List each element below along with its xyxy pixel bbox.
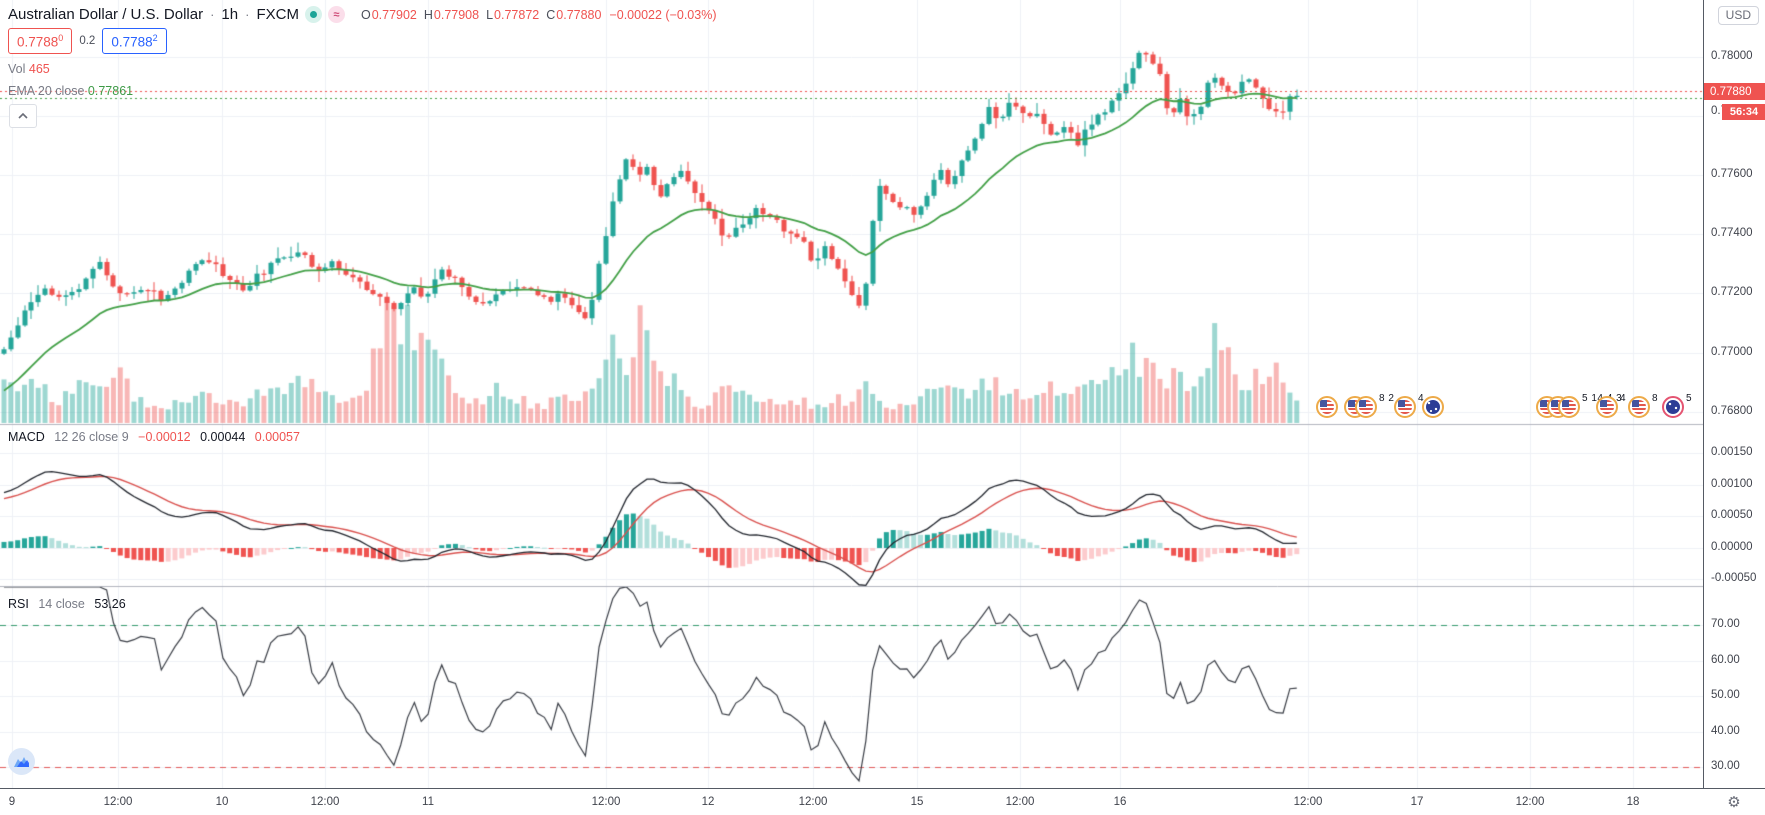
- macd-tick: 0.00100: [1711, 478, 1753, 490]
- time-tick: 12:00: [103, 796, 133, 808]
- time-tick: 18: [1626, 796, 1640, 808]
- price-tick: 0.77400: [1711, 227, 1753, 239]
- volume-label: Vol: [8, 62, 26, 76]
- au-red-flag-icon: [1662, 396, 1684, 418]
- time-tick: 12:00: [798, 796, 828, 808]
- price-tick: 0.76800: [1711, 405, 1753, 417]
- macd-signal-value: 0.00057: [254, 430, 300, 444]
- time-tick: 11: [422, 796, 434, 808]
- ema-row[interactable]: EMA 20 close 0.77861: [8, 84, 133, 98]
- volume-row[interactable]: Vol 465: [8, 62, 50, 76]
- time-tick: 12:00: [1515, 796, 1545, 808]
- economic-event-marker[interactable]: 5: [1662, 393, 1693, 418]
- area-chart-icon: [14, 757, 29, 767]
- interval-label[interactable]: 1h: [221, 6, 239, 23]
- economic-event-marker[interactable]: 8 2: [1344, 393, 1395, 418]
- us-flag-icon: [1628, 396, 1650, 418]
- ema-value: 0.77861: [87, 84, 134, 98]
- macd-params: 12 26 close 9: [54, 430, 129, 444]
- price-tick: 0.77200: [1711, 286, 1753, 298]
- time-tick: 17: [1410, 796, 1424, 808]
- time-tick: 12:00: [1005, 796, 1035, 808]
- macd-tick: 0.00050: [1711, 509, 1753, 521]
- rsi-title: RSI: [8, 597, 29, 611]
- event-count-label: 8 2: [1379, 393, 1395, 404]
- last-price-tag: 0.77880: [1704, 83, 1765, 100]
- economic-event-marker[interactable]: 4: [1394, 393, 1425, 418]
- macd-tick: -0.00050: [1711, 572, 1757, 584]
- rsi-tick: 70.00: [1711, 618, 1740, 630]
- rsi-tick: 60.00: [1711, 654, 1740, 666]
- exchange-label[interactable]: FXCM: [256, 6, 299, 23]
- ema-label: EMA 20 close: [8, 84, 85, 98]
- us-flag-icon: [1394, 396, 1416, 418]
- us-flag-icon: [1316, 396, 1338, 418]
- macd-tick: 0.00000: [1711, 541, 1753, 553]
- price-scale[interactable]: USD 0.78000 0.77600 0.77400 0.77200 0.77000 0…: [1703, 0, 1765, 788]
- economic-event-marker[interactable]: [1316, 396, 1338, 418]
- change-value: −0.00022 (−0.03%): [609, 7, 717, 22]
- price-tick: 0.77600: [1711, 168, 1753, 180]
- chevron-up-icon: [18, 113, 28, 119]
- time-tick: 12:00: [1293, 796, 1323, 808]
- economic-event-marker[interactable]: 8: [1628, 393, 1659, 418]
- au-flag-icon: [1422, 396, 1444, 418]
- low-value: 0.77872: [494, 7, 540, 22]
- time-tick: 12:00: [591, 796, 621, 808]
- rsi-params: 14 close: [38, 597, 85, 611]
- rsi-tick: 30.00: [1711, 760, 1740, 772]
- event-count-label: 5: [1686, 393, 1693, 404]
- economic-event-marker[interactable]: [1422, 396, 1444, 418]
- symbol-title[interactable]: Australian Dollar / U.S. Dollar: [8, 6, 204, 23]
- ask-button[interactable]: 0.77882: [102, 28, 167, 54]
- market-open-icon: [304, 6, 322, 23]
- delayed-data-icon: ≈: [327, 6, 345, 23]
- symbol-header[interactable]: Australian Dollar / U.S. Dollar · 1h · F…: [8, 6, 716, 23]
- macd-tick: 0.00150: [1711, 446, 1753, 458]
- separator: ·: [245, 7, 250, 22]
- macd-legend[interactable]: MACD 12 26 close 9 −0.00012 0.00044 0.00…: [8, 430, 306, 444]
- economic-event-marker[interactable]: 4: [1596, 393, 1627, 418]
- spread-value: 0.2: [79, 34, 96, 47]
- separator: ·: [210, 7, 215, 22]
- time-axis[interactable]: 9 12:00 10 12:00 11 12:00 12 12:00 15 12:00 16 12:0…: [0, 788, 1765, 815]
- event-count-label: 4: [1418, 393, 1425, 404]
- bid-ask-row: 0.77880 0.2 0.77882: [8, 28, 167, 54]
- ohlc-values: O0.77902 H0.77908 L0.77872 C0.77880: [360, 7, 602, 22]
- high-value: 0.77908: [433, 7, 480, 22]
- rsi-tick: 40.00: [1711, 725, 1740, 737]
- chart-canvas[interactable]: [0, 0, 1703, 788]
- macd-title: MACD: [8, 430, 45, 444]
- us-flag-icon: [1596, 396, 1618, 418]
- bid-button[interactable]: 0.77880: [8, 28, 73, 54]
- time-tick: 12: [701, 796, 715, 808]
- rsi-value: 53.26: [94, 597, 126, 611]
- us-flag-icon: [1558, 396, 1580, 418]
- bar-countdown: 56:34: [1722, 104, 1765, 120]
- time-tick: 10: [215, 796, 229, 808]
- rsi-legend[interactable]: RSI 14 close 53.26: [8, 597, 126, 611]
- collapse-legend-button[interactable]: [9, 104, 37, 128]
- us-flag-icon: [1355, 396, 1377, 418]
- currency-toggle-button[interactable]: USD: [1717, 6, 1759, 25]
- price-tick: 0.78000: [1711, 50, 1753, 62]
- volume-value: 465: [28, 62, 50, 76]
- pane-chart-icon[interactable]: [8, 748, 35, 775]
- event-count-label: 8: [1652, 393, 1659, 404]
- time-tick: 12:00: [310, 796, 340, 808]
- open-value: 0.77902: [371, 7, 417, 22]
- macd-hist-value: −0.00012: [138, 430, 191, 444]
- time-tick: 9: [8, 796, 16, 808]
- rsi-tick: 50.00: [1711, 689, 1740, 701]
- macd-line-value: 0.00044: [200, 430, 246, 444]
- price-tick: 0.77000: [1711, 346, 1753, 358]
- event-count-label: 4: [1620, 393, 1627, 404]
- close-value: 0.77880: [556, 7, 602, 22]
- time-tick: 15: [910, 796, 924, 808]
- time-tick: 16: [1113, 796, 1127, 808]
- axis-settings-gear-icon[interactable]: ⚙: [1727, 793, 1741, 811]
